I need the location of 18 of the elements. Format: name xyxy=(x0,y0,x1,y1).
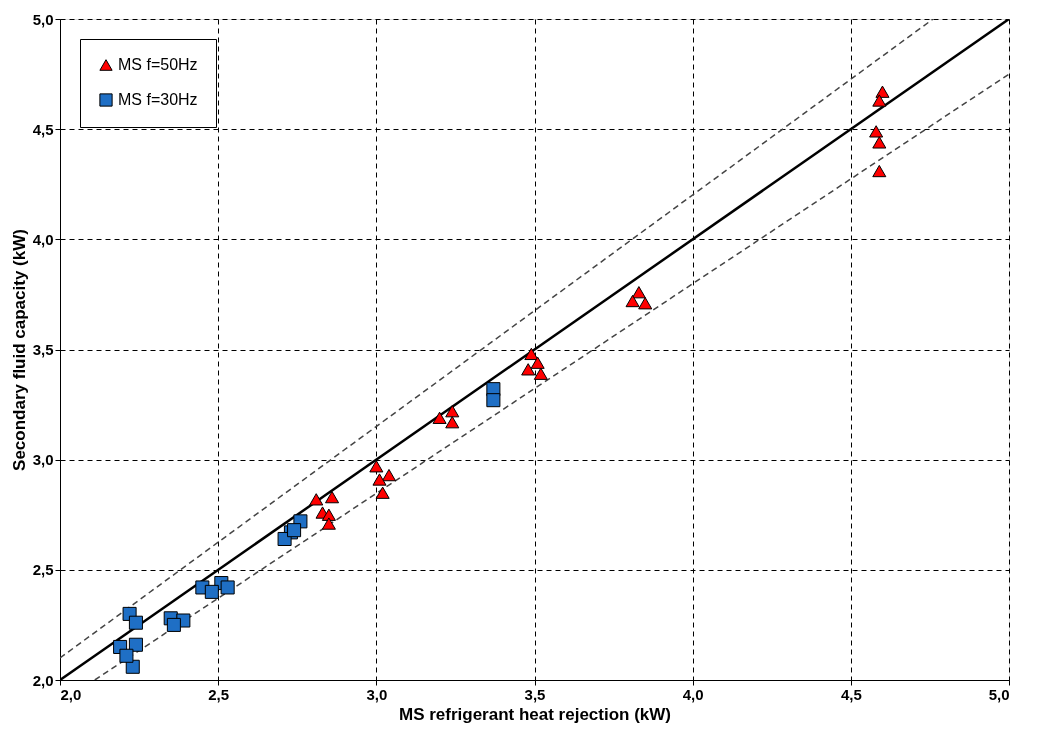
x-tick-label: 5,0 xyxy=(988,685,1010,703)
y-tick-label: 2,5 xyxy=(32,561,54,579)
x-axis-title: MS refrigerant heat rejection (kW) xyxy=(398,704,672,724)
y-tick-label: 3,5 xyxy=(32,341,54,358)
y-tick-label: 2,0 xyxy=(32,671,54,689)
x-tick-label: 3,5 xyxy=(524,685,546,703)
legend-label: MS f=30Hz xyxy=(118,91,198,108)
x-tick-label: 4,5 xyxy=(840,685,862,703)
y-tick-label: 4,5 xyxy=(32,120,54,138)
y-tick-label: 4,0 xyxy=(32,230,54,248)
x-tick-label: 3,0 xyxy=(366,685,388,703)
x-tick-label: 4,0 xyxy=(682,685,704,703)
x-tick-label: 2,5 xyxy=(208,685,230,703)
y-tick-label: 3,0 xyxy=(32,451,54,469)
legend-label: MS f=50Hz xyxy=(118,56,198,73)
x-tick-label: 2,0 xyxy=(60,685,82,703)
y-axis-title: Secondary fluid capacity (kW) xyxy=(9,229,29,471)
y-tick-label: 5,0 xyxy=(32,10,54,28)
